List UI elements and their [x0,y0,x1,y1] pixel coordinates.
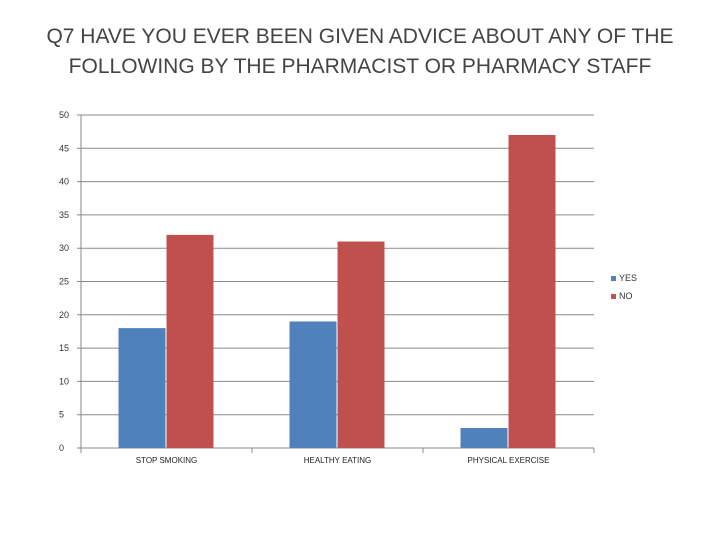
y-tick-labels: 0 5 10 15 20 25 30 35 40 45 50 [59,110,69,453]
bar-no-1 [166,234,214,448]
legend-label-no: NO [619,291,633,301]
x-tick-label: STOP SMOKING [136,456,198,465]
bar-no-2 [337,241,385,448]
y-tick-label: 15 [59,343,69,353]
y-tick-label: 30 [59,243,69,253]
y-tick-label: 40 [59,177,69,187]
y-tick-label: 50 [59,110,69,120]
chart-title-line-1: Q7 HAVE YOU EVER BEEN GIVEN ADVICE ABOUT… [46,25,674,48]
y-tick-label: 5 [59,410,64,420]
x-tick-label: HEALTHY EATING [304,456,372,465]
chart-title: Q7 HAVE YOU EVER BEEN GIVEN ADVICE ABOUT… [0,22,720,82]
bar-yes-3 [460,428,508,448]
y-tick-label: 25 [59,277,69,287]
y-tick-label: 20 [59,310,69,320]
legend-label-yes: YES [619,273,637,283]
x-tick-labels: STOP SMOKING HEALTHY EATING PHYSICAL EXERC… [136,456,550,465]
legend-swatch-no [611,294,616,299]
bar-no-3 [508,134,556,449]
x-tick-label: PHYSICAL EXERCISE [468,456,550,465]
y-tick-label: 45 [59,143,69,153]
legend: YES NO [611,273,637,301]
y-tick-label: 10 [59,376,69,386]
bars [118,134,556,449]
y-tick-label: 0 [59,443,64,453]
bar-yes-2 [289,321,337,448]
chart-title-line-2: FOLLOWING BY THE PHARMACIST OR PHARMACY … [68,55,652,78]
legend-swatch-yes [611,276,616,281]
y-tick-label: 35 [59,210,69,220]
bar-yes-1 [118,328,166,448]
